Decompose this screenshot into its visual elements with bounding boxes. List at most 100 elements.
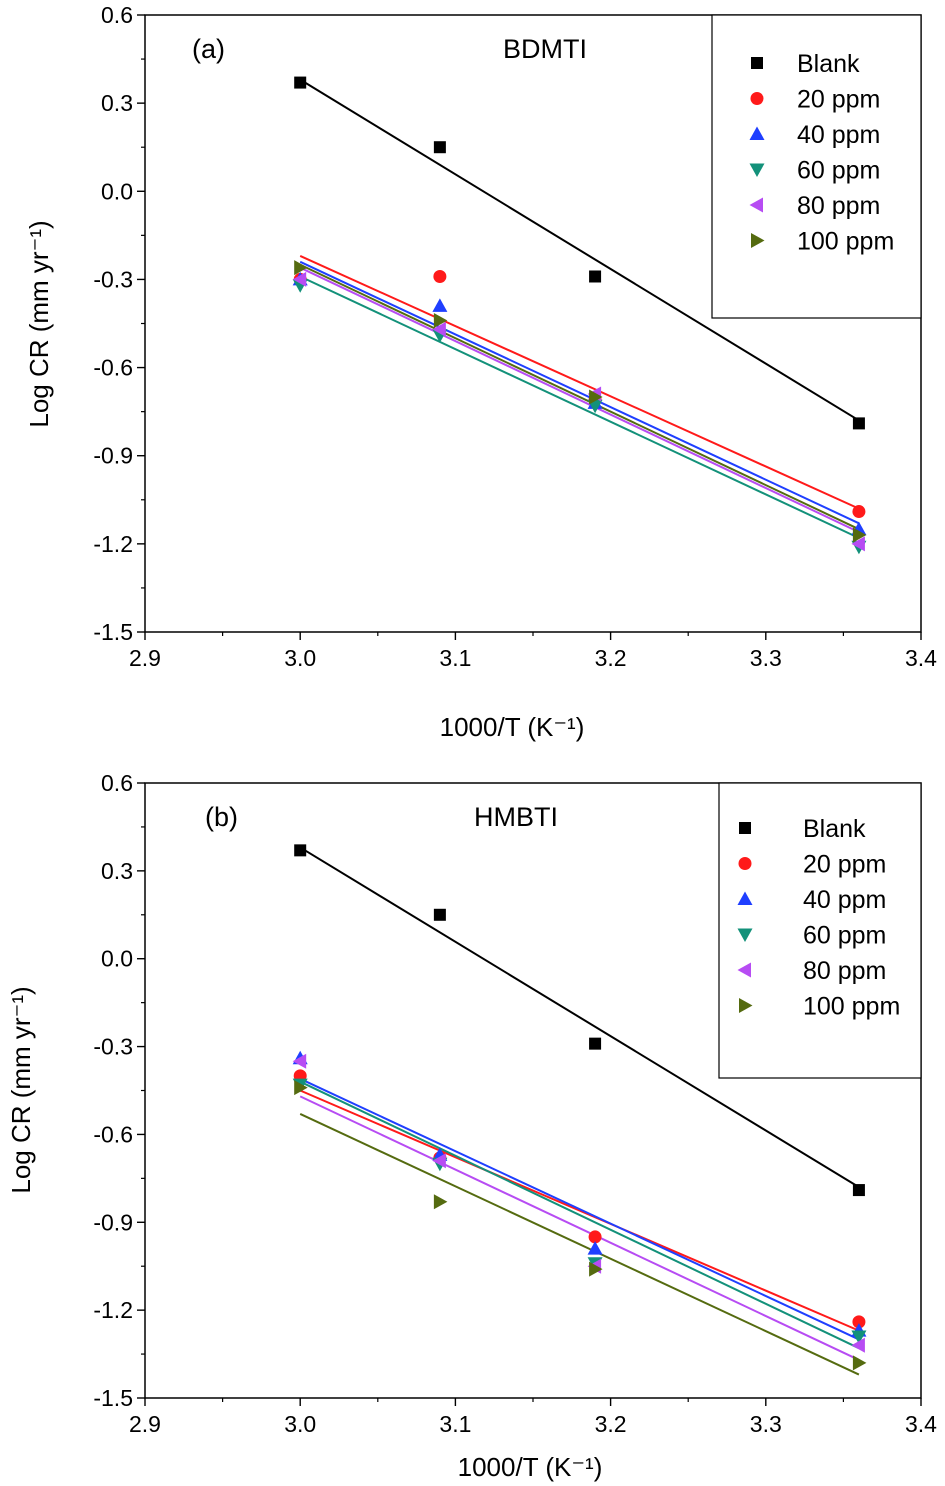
legend-label-40-ppm: 40 ppm xyxy=(797,121,880,149)
data-point-80-ppm xyxy=(292,1053,307,1069)
legend-marker-60-ppm xyxy=(737,928,753,942)
y-tick-label: -0.6 xyxy=(93,355,133,381)
fit-line-20-ppm xyxy=(299,1089,860,1332)
data-point-100-ppm xyxy=(852,527,867,543)
data-point-100-ppm xyxy=(589,389,603,405)
chart-title: HMBTI xyxy=(474,802,558,832)
fit-line-blank xyxy=(299,846,860,1188)
x-tick-label: 3.3 xyxy=(750,1411,782,1437)
legend-label-20-ppm: 20 ppm xyxy=(803,851,886,879)
panel-label: (b) xyxy=(205,802,238,832)
y-tick-label: -0.6 xyxy=(93,1121,133,1147)
y-tick-label: -0.3 xyxy=(93,1034,133,1060)
y-tick-label: 0.6 xyxy=(101,2,133,28)
legend-label-100-ppm: 100 ppm xyxy=(797,228,894,256)
legend-label-20-ppm: 20 ppm xyxy=(797,86,880,114)
legend-marker-blank xyxy=(751,57,763,69)
fit-line-40-ppm xyxy=(299,1077,860,1341)
legend-box xyxy=(718,782,922,1079)
y-tick-label: 0.3 xyxy=(101,858,133,884)
data-point-20-ppm xyxy=(852,505,866,519)
y-tick-label: 0.6 xyxy=(101,770,133,796)
data-point-80-ppm xyxy=(432,1153,446,1169)
y-tick-label: -0.9 xyxy=(93,1209,133,1235)
x-axis-title: 1000/T (K⁻¹) xyxy=(458,1452,603,1482)
data-point-blank xyxy=(589,1037,602,1050)
chart-panel-a: 2.9 3.0 3.1 3.2 3.3 3.4 0.6 0.3 0.0 -0.3 -0.6 -0.9… xyxy=(24,2,937,742)
legend-marker-blank xyxy=(739,822,751,834)
legend-marker-40-ppm xyxy=(737,891,753,905)
data-point-100-ppm xyxy=(433,1194,448,1210)
data-point-100-ppm xyxy=(294,260,308,276)
x-tick-label: 3.1 xyxy=(439,1411,471,1437)
fit-line-60-ppm xyxy=(299,1080,860,1350)
legend-label-blank: Blank xyxy=(803,815,866,843)
legend-marker-20-ppm xyxy=(738,857,752,870)
x-tick-label: 3.0 xyxy=(284,1411,316,1437)
x-axis-title: 1000/T (K⁻¹) xyxy=(440,712,585,742)
x-tick-label: 3.2 xyxy=(595,1411,627,1437)
data-point-blank xyxy=(294,76,307,89)
y-tick-label: 0.0 xyxy=(101,946,133,972)
y-tick-label: 0.3 xyxy=(101,90,133,116)
data-point-blank xyxy=(294,844,307,857)
data-point-blank xyxy=(852,1184,865,1197)
fit-line-80-ppm xyxy=(299,266,860,534)
legend-marker-60-ppm xyxy=(749,163,765,177)
data-point-60-ppm xyxy=(851,1330,867,1344)
fit-line-100-ppm xyxy=(299,1113,860,1376)
legend: Blank 20 ppm 40 ppm 60 ppm 80 ppm 100 ppm xyxy=(718,782,922,1079)
x-tick-label: 2.9 xyxy=(129,645,161,671)
data-point-100-ppm xyxy=(433,313,448,329)
fit-line-blank xyxy=(299,78,860,422)
y-tick-label: 0.0 xyxy=(101,178,133,204)
legend-marker-80-ppm xyxy=(749,197,763,213)
data-point-blank xyxy=(433,908,446,921)
legend-label-blank: Blank xyxy=(797,50,860,78)
x-tick-label: 2.9 xyxy=(129,1411,161,1437)
panel-label: (a) xyxy=(192,34,225,64)
data-point-80-ppm xyxy=(292,271,307,287)
chart-panel-b: 2.9 3.0 3.1 3.2 3.3 3.4 0.6 0.3 0.0 -0.3 -0.6 -0.9… xyxy=(6,770,937,1482)
y-tick-label: -1.2 xyxy=(93,531,133,557)
fit-line-20-ppm xyxy=(299,255,860,510)
x-tick-label: 3.3 xyxy=(750,645,782,671)
data-point-40-ppm xyxy=(432,298,448,312)
y-axis-title: Log CR (mm yr⁻¹) xyxy=(24,220,54,427)
data-point-80-ppm xyxy=(432,321,446,337)
y-tick-label: -1.5 xyxy=(93,1385,133,1411)
data-point-100-ppm xyxy=(589,1261,603,1277)
legend-label-40-ppm: 40 ppm xyxy=(803,886,886,914)
x-tick-label: 3.4 xyxy=(905,1411,937,1437)
legend-label-60-ppm: 60 ppm xyxy=(797,157,880,185)
x-tick-label: 3.4 xyxy=(905,645,937,671)
data-point-20-ppm xyxy=(433,269,447,283)
legend-label-80-ppm: 80 ppm xyxy=(797,192,880,220)
data-point-80-ppm xyxy=(851,1337,865,1353)
data-point-20-ppm xyxy=(588,1230,602,1244)
x-tick-label: 3.2 xyxy=(595,645,627,671)
legend: Blank 20 ppm 40 ppm 60 ppm 80 ppm 100 ppm xyxy=(711,14,922,319)
fit-line-40-ppm xyxy=(299,260,860,525)
data-point-100-ppm xyxy=(294,1080,308,1096)
y-axis-title: Log CR (mm yr⁻¹) xyxy=(6,986,36,1193)
legend-label-80-ppm: 80 ppm xyxy=(803,957,886,985)
legend-marker-40-ppm xyxy=(749,126,765,140)
legend-marker-20-ppm xyxy=(750,92,764,105)
chart-title: BDMTI xyxy=(503,34,587,64)
data-point-blank xyxy=(589,270,602,283)
y-tick-label: -1.2 xyxy=(93,1297,133,1323)
legend-marker-100-ppm xyxy=(739,998,753,1013)
fit-line-60-ppm xyxy=(299,275,860,539)
fit-line-80-ppm xyxy=(299,1095,860,1361)
legend-marker-100-ppm xyxy=(751,233,765,248)
legend-label-60-ppm: 60 ppm xyxy=(803,922,886,950)
x-tick-label: 3.0 xyxy=(284,645,316,671)
data-point-40-ppm xyxy=(587,1241,603,1255)
fit-line-100-ppm xyxy=(299,263,860,531)
data-point-blank xyxy=(433,141,446,154)
data-point-100-ppm xyxy=(852,1355,867,1371)
y-tick-label: -0.9 xyxy=(93,443,133,469)
legend-label-100-ppm: 100 ppm xyxy=(803,993,900,1021)
